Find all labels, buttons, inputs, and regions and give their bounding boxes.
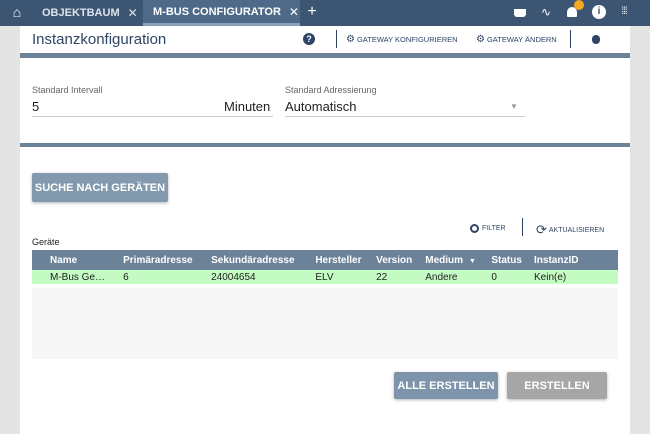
gateway-change-button[interactable]: ⚙ GATEWAY ÄNDERN: [476, 34, 557, 45]
cell: Andere: [419, 270, 486, 284]
divider: [522, 218, 523, 236]
cell: 24004654: [205, 270, 310, 284]
trend-icon[interactable]: ∿: [540, 5, 552, 19]
add-tab-icon[interactable]: +: [307, 5, 317, 19]
refresh-button[interactable]: ⟳ AKTUALISIEREN: [536, 222, 604, 238]
header-stripe: [20, 53, 630, 58]
col-secondary[interactable]: Sekundäradresse: [205, 250, 310, 270]
search-icon: [470, 224, 479, 233]
gear-icon: ⚙: [346, 34, 355, 45]
cell: 22: [370, 270, 420, 284]
table-header: Name Primäradresse Sekundäradresse Herst…: [32, 250, 618, 270]
help-icon[interactable]: ?: [303, 33, 315, 45]
col-medium[interactable]: Medium ▼: [419, 250, 486, 270]
main-panel: Instanzkonfiguration ? ⚙ GATEWAY KONFIGUR…: [20, 26, 630, 434]
addressing-underline: [285, 116, 525, 117]
col-status[interactable]: Status: [485, 250, 528, 270]
table-row[interactable]: M-Bus Ge… 6 24004654 ELV 22 Andere 0 Kei…: [32, 270, 618, 284]
cell: ELV: [309, 270, 371, 284]
column-label: Medium: [425, 254, 464, 266]
col-instanzid[interactable]: InstanzID: [528, 250, 618, 270]
button-label: GATEWAY ÄNDERN: [486, 35, 557, 44]
filter-button[interactable]: FILTER: [470, 224, 506, 233]
chevron-down-icon[interactable]: ▼: [510, 102, 518, 111]
addressing-label: Standard Adressierung: [285, 85, 377, 95]
col-primary[interactable]: Primäradresse: [117, 250, 206, 270]
table-empty-area: [32, 288, 618, 359]
cell: 0: [485, 270, 528, 284]
basket-icon[interactable]: [513, 5, 527, 19]
tab-objektbaum[interactable]: OBJEKTBAUM ✕: [42, 0, 138, 26]
tab-label: OBJEKTBAUM: [42, 7, 120, 19]
gateway-configure-button[interactable]: ⚙ GATEWAY KONFIGURIEREN: [346, 34, 458, 45]
panel-header: Instanzkonfiguration ? ⚙ GATEWAY KONFIGUR…: [20, 26, 630, 53]
apps-grid-icon[interactable]: ⁞⁞⁞: [621, 6, 627, 17]
top-bar: ⌂ OBJEKTBAUM ✕ M-BUS CONFIGURATOR ✕ + ∿ i …: [0, 0, 650, 26]
divider: [336, 30, 337, 48]
tab-label: M-BUS CONFIGURATOR: [153, 5, 281, 18]
bell-icon[interactable]: [565, 5, 579, 19]
wrench-icon: [574, 0, 584, 10]
button-label: FILTER: [482, 225, 506, 232]
button-label: AKTUALISIEREN: [548, 226, 605, 234]
close-icon[interactable]: ✕: [288, 4, 299, 19]
create-button[interactable]: ERSTELLEN: [507, 372, 607, 399]
addressing-select[interactable]: Automatisch: [285, 99, 357, 114]
interval-label: Standard Intervall: [32, 85, 103, 95]
page-title: Instanzkonfiguration: [32, 31, 167, 48]
interval-input[interactable]: 5: [32, 99, 40, 114]
cell: M-Bus Ge…: [32, 270, 118, 284]
interval-unit: Minuten: [224, 99, 271, 114]
close-icon[interactable]: ✕: [127, 6, 138, 20]
info-icon[interactable]: i: [592, 5, 606, 19]
interval-underline: [32, 116, 273, 117]
bug-icon[interactable]: [592, 35, 600, 44]
devices-label: Geräte: [32, 237, 60, 247]
devices-table: Name Primäradresse Sekundäradresse Herst…: [32, 250, 618, 284]
search-devices-button[interactable]: SUCHE NACH GERÄTEN: [32, 173, 168, 202]
create-all-button[interactable]: ALLE ERSTELLEN: [394, 372, 498, 399]
sort-down-icon: ▼: [469, 257, 476, 265]
home-icon[interactable]: ⌂: [12, 5, 22, 19]
section-divider: [20, 143, 630, 147]
tab-mbus-configurator[interactable]: M-BUS CONFIGURATOR ✕: [143, 0, 300, 26]
col-version[interactable]: Version: [370, 250, 420, 270]
cell: 6: [117, 270, 206, 284]
refresh-icon: ⟳: [536, 222, 547, 237]
cell: Kein(e): [528, 270, 618, 284]
button-label: GATEWAY KONFIGURIEREN: [356, 35, 458, 44]
gear-icon: ⚙: [476, 34, 485, 45]
col-name[interactable]: Name: [32, 250, 118, 270]
col-manufacturer[interactable]: Hersteller: [309, 250, 371, 270]
divider: [570, 30, 571, 48]
